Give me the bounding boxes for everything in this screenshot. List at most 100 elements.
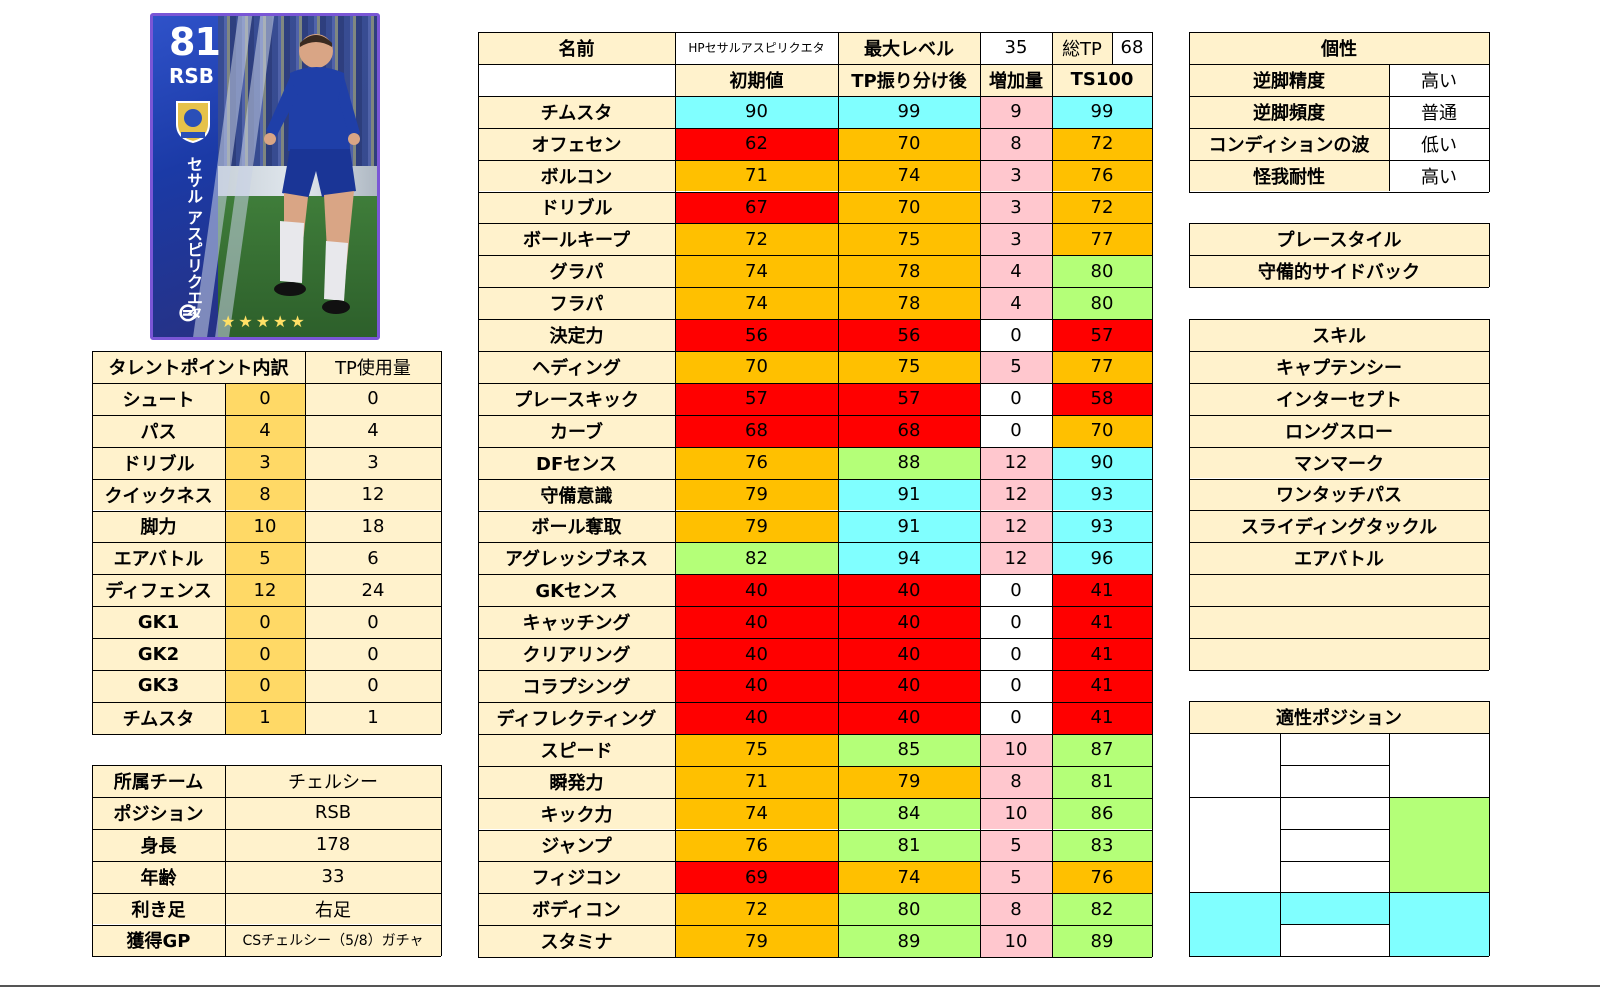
grid-line — [1189, 956, 1489, 958]
skill-item: マンマーク — [1189, 446, 1489, 479]
stat-after-tp: 78 — [838, 287, 980, 320]
grid-line — [92, 351, 441, 352]
grid-line — [478, 63, 1152, 65]
grid-line — [1189, 32, 1489, 33]
grid-line — [478, 893, 1152, 895]
tp-used: 3 — [305, 446, 441, 479]
grid-line — [478, 765, 1152, 767]
grid-line — [1280, 828, 1389, 830]
stat-name: ディフレクティング — [478, 701, 675, 734]
stat-name: フィジコン — [478, 861, 675, 894]
stat-ts100: 76 — [1052, 861, 1152, 894]
stat-name: チムスタ — [478, 95, 675, 128]
grid-line — [478, 670, 1152, 671]
stat-initial: 90 — [675, 95, 838, 128]
stat-ts100: 83 — [1052, 829, 1152, 862]
skill-item — [1189, 638, 1489, 670]
grid-line — [441, 351, 442, 734]
position-cell-rmf — [1389, 796, 1489, 893]
stat-increase: 9 — [980, 95, 1052, 128]
position-cell-center — [1280, 924, 1389, 957]
stat-ts100: 81 — [1052, 765, 1152, 798]
grid-line — [1280, 924, 1389, 926]
stat-initial: 40 — [675, 701, 838, 734]
grid-line — [478, 191, 1152, 193]
tp-points: 1 — [225, 701, 305, 734]
stat-ts100: 99 — [1052, 95, 1152, 128]
position-cell-lwg — [1189, 732, 1280, 797]
grid-line — [92, 956, 441, 958]
stat-after-tp: 40 — [838, 638, 980, 670]
grid-line — [1189, 669, 1489, 671]
stat-name: DFセンス — [478, 446, 675, 479]
grid-line — [478, 957, 1152, 959]
tp-used: 0 — [305, 382, 441, 415]
stat-initial: 40 — [675, 638, 838, 670]
max-level-label: 最大レベル — [838, 32, 980, 64]
stat-initial: 79 — [675, 510, 838, 543]
stat-initial: 76 — [675, 829, 838, 862]
info-label: ポジション — [92, 796, 225, 829]
grid-line — [478, 446, 1152, 448]
grid-line — [92, 765, 93, 957]
tp-points: 3 — [225, 446, 305, 479]
stat-ts100: 80 — [1052, 255, 1152, 288]
grid-line — [478, 701, 1152, 703]
stat-name: ヘディング — [478, 351, 675, 383]
stat-name: カーブ — [478, 414, 675, 447]
stat-after-tp: 57 — [838, 382, 980, 415]
stat-ts100: 86 — [1052, 797, 1152, 830]
playstyle-title: プレースタイル — [1189, 223, 1489, 255]
skill-item: ワンタッチパス — [1189, 478, 1489, 511]
stat-increase: 3 — [980, 223, 1052, 256]
stat-increase: 0 — [980, 638, 1052, 670]
playstyle-value: 守備的サイドバック — [1189, 254, 1489, 287]
stat-name: 決定力 — [478, 319, 675, 351]
grid-line — [92, 351, 93, 734]
stat-initial: 71 — [675, 765, 838, 798]
grid-line — [1389, 63, 1390, 192]
grid-line — [92, 606, 441, 608]
skill-item: キャプテンシー — [1189, 350, 1489, 383]
grid-line — [478, 351, 1152, 352]
stat-ts100: 96 — [1052, 542, 1152, 575]
traits-title: 個性 — [1189, 32, 1489, 64]
tp-used: 12 — [305, 478, 441, 511]
skill-item: ロングスロー — [1189, 414, 1489, 447]
grid-line — [1152, 32, 1153, 958]
stat-increase: 10 — [980, 797, 1052, 830]
stat-increase: 0 — [980, 382, 1052, 415]
stats-header-2: TP振り分け後 — [838, 63, 980, 96]
stat-after-tp: 75 — [838, 351, 980, 383]
stat-after-tp: 40 — [838, 606, 980, 639]
grid-line — [478, 733, 1152, 735]
stat-after-tp: 89 — [838, 925, 980, 958]
grid-line — [1189, 223, 1190, 287]
name-value: HPセサルアスピリクエタ — [675, 32, 838, 64]
stat-increase: 8 — [980, 127, 1052, 160]
skill-item — [1189, 606, 1489, 638]
info-value: 33 — [225, 860, 441, 893]
tp-used: 0 — [305, 670, 441, 702]
stat-initial: 72 — [675, 893, 838, 926]
tp-header-label: タレントポイント内訳 — [92, 351, 305, 383]
grid-line — [478, 32, 479, 958]
player-card: 81 RSB セサル アスピリクエタ ⊜ ★★★★★ — [150, 13, 380, 340]
grid-line — [441, 765, 442, 957]
grid-line — [92, 892, 441, 894]
skill-item: スライディングタックル — [1189, 510, 1489, 543]
stat-initial: 57 — [675, 382, 838, 415]
info-value: 右足 — [225, 892, 441, 925]
tp-points: 8 — [225, 478, 305, 511]
tp-used: 18 — [305, 510, 441, 543]
stat-ts100: 77 — [1052, 351, 1152, 383]
info-label: 年齢 — [92, 860, 225, 893]
name-label: 名前 — [478, 32, 675, 64]
stat-increase: 12 — [980, 446, 1052, 479]
grid-line — [1280, 732, 1281, 957]
stat-name: 守備意識 — [478, 478, 675, 511]
tp-points: 0 — [225, 670, 305, 702]
stat-increase: 0 — [980, 701, 1052, 734]
stat-ts100: 89 — [1052, 925, 1152, 958]
trait-value: 低い — [1389, 127, 1489, 160]
